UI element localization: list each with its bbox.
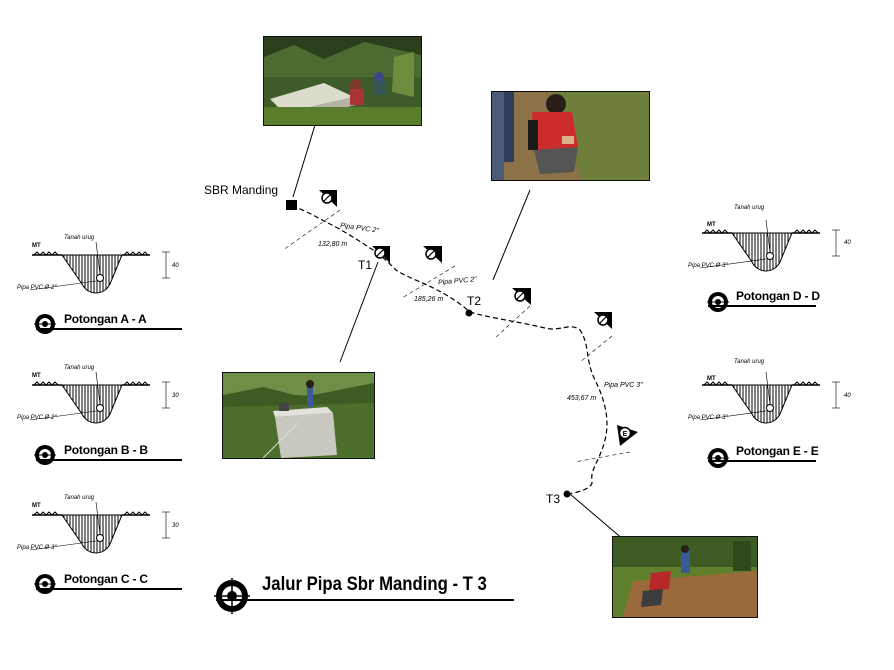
section-marker-t1 <box>372 246 390 263</box>
section-e-underline <box>708 460 816 462</box>
section-a-symbol <box>34 314 56 334</box>
section-d-underline <box>708 305 816 307</box>
cross-section-a-depth: 40 <box>172 263 179 269</box>
cross-section-c-pipe: Pipa PVC Ø 3" <box>17 545 57 551</box>
title-symbol <box>214 578 250 614</box>
dim-line-s3c <box>574 451 631 463</box>
cross-section-a-pipe: Pipa PVC Ø 2" <box>17 285 57 291</box>
section-b-label: Potongan B - B <box>64 443 148 457</box>
cross-section-d <box>699 200 850 275</box>
s2-length-label: 185,26 m <box>414 296 444 303</box>
cross-section-b-ground: MT <box>32 373 41 379</box>
cross-section-e-pipe: Pipa PVC Ø 3" <box>688 415 728 421</box>
photo-source-site <box>263 36 422 126</box>
cross-section-a <box>29 222 180 297</box>
node-t3 <box>563 490 571 498</box>
leader-line-t2 <box>492 189 531 281</box>
cross-section-c-depth: 30 <box>172 523 179 529</box>
cross-section-e-ground: MT <box>707 376 716 382</box>
leader-line-t3 <box>569 493 625 541</box>
cross-section-b-depth: 30 <box>172 393 179 399</box>
section-marker-b <box>423 246 442 263</box>
photo-t1-site <box>222 372 375 459</box>
cross-section-b-pipe: Pipa PVC Ø 2" <box>17 415 57 421</box>
section-c-label: Potongan C - C <box>64 572 148 586</box>
dim-line-s3a <box>494 305 531 339</box>
leader-line-t1 <box>339 261 379 363</box>
cross-section-c-fill: Tanah urug <box>64 495 95 501</box>
section-e-label: Potongan E - E <box>736 444 819 458</box>
section-marker-c <box>512 288 531 305</box>
node-t2 <box>465 309 473 317</box>
section-c-underline <box>36 588 182 590</box>
section-d-label: Potongan D - D <box>736 289 820 303</box>
source-label: SBR Manding <box>204 183 279 197</box>
pipe-route <box>291 205 608 495</box>
section-d-symbol <box>707 292 729 312</box>
section-e-symbol <box>707 448 729 468</box>
cross-section-e-depth: 40 <box>844 393 851 399</box>
section-marker-d <box>594 312 612 329</box>
section-marker-a <box>319 190 337 207</box>
cross-section-e <box>699 352 850 427</box>
section-marker-e: E <box>617 425 638 446</box>
section-b-symbol <box>34 445 56 465</box>
cross-section-b-fill: Tanah urug <box>64 365 95 371</box>
cross-section-d-depth: 40 <box>844 240 851 246</box>
dim-line-s1 <box>282 209 341 251</box>
svg-text:E: E <box>623 431 628 438</box>
s3-length-label: 453,67 m <box>567 395 597 402</box>
section-a-underline <box>36 328 182 330</box>
page-title: Jalur Pipa Sbr Manding - T 3 <box>262 574 487 595</box>
photo-t2-site <box>491 91 650 181</box>
s3-pipe-label: Pipa PVC 3" <box>604 382 643 389</box>
cross-section-d-pipe: Pipa PVC Ø 3" <box>688 263 728 269</box>
t3-label: T3 <box>546 492 561 506</box>
photo-t3-site <box>612 536 758 618</box>
cross-section-e-fill: Tanah urug <box>734 359 765 365</box>
s1-length-label: 132,80 m <box>318 241 348 248</box>
dim-line-s2 <box>401 265 456 299</box>
section-a-label: Potongan A - A <box>64 312 147 326</box>
cross-section-a-fill: Tanah urug <box>64 235 95 241</box>
source-node <box>286 200 297 210</box>
cross-section-c <box>29 482 180 557</box>
cross-section-c-ground: MT <box>32 503 41 509</box>
t1-label: T1 <box>358 258 373 272</box>
cross-section-a-ground: MT <box>32 243 41 249</box>
t2-label: T2 <box>467 294 482 308</box>
leader-line-source <box>292 124 316 198</box>
cross-section-b <box>29 352 180 427</box>
section-c-symbol <box>34 574 56 594</box>
cross-section-d-fill: Tanah urug <box>734 205 765 211</box>
cross-section-d-ground: MT <box>707 222 716 228</box>
section-b-underline <box>36 459 182 461</box>
